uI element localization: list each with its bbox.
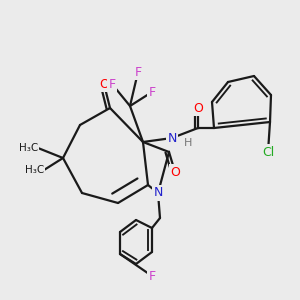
Text: H₃C: H₃C <box>25 165 44 175</box>
Text: N: N <box>153 187 163 200</box>
Text: F: F <box>134 65 142 79</box>
Text: H: H <box>184 138 192 148</box>
Text: Cl: Cl <box>262 146 274 158</box>
Text: O: O <box>99 77 109 91</box>
Text: N: N <box>167 131 177 145</box>
Text: O: O <box>170 166 180 178</box>
Text: F: F <box>148 85 156 98</box>
Text: F: F <box>108 77 116 91</box>
Text: O: O <box>193 101 203 115</box>
Text: H₃C: H₃C <box>19 143 38 153</box>
Text: F: F <box>148 269 156 283</box>
